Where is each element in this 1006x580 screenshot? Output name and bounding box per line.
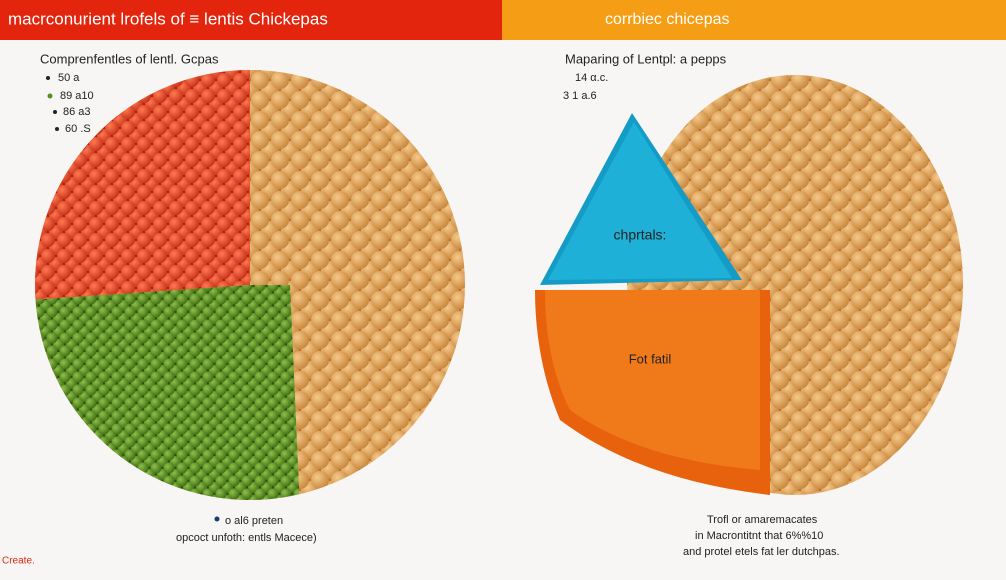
legend-item: 89 a10	[60, 90, 94, 102]
left-subtitle: Comprenfentles of lentl. Gcpas	[40, 51, 219, 66]
slice-label: Fot fatil	[629, 351, 672, 366]
left-legume-circle	[35, 70, 465, 500]
left-header-bar	[0, 0, 502, 40]
footer-note: Create.	[2, 556, 35, 567]
legend-item: 3 1 a.6	[563, 90, 597, 102]
legend-item: 60 .S	[65, 123, 91, 135]
left-caption: o al6 preten	[225, 515, 283, 527]
orange-slice-top	[545, 290, 760, 470]
blue-slice-face	[548, 122, 732, 280]
right-header-bar	[502, 0, 1006, 40]
left-header-title: macrconurient lrofels of ≡ lentis Chicke…	[8, 9, 328, 28]
green-lentil-area	[35, 285, 300, 500]
left-caption: opcoct unfoth: entls Macece)	[176, 532, 317, 544]
legend-dot	[47, 93, 53, 99]
right-caption: Trofl or amaremacates	[707, 514, 818, 526]
slice-label: chprtals:	[614, 227, 667, 243]
right-caption: in Macrontitnt that 6%%10	[695, 530, 823, 542]
legend-dot	[55, 127, 59, 131]
caption-dot	[214, 516, 220, 522]
legend-dot	[53, 110, 57, 114]
legend-item: 14 α.c.	[575, 72, 608, 84]
legend-dot	[46, 76, 50, 80]
right-subtitle: Maparing of Lentpl: a pepps	[565, 51, 727, 66]
right-header-title: corrbiec chicepas	[605, 11, 730, 28]
legend-item: 86 a3	[63, 106, 91, 118]
legend-item: 50 a	[58, 72, 80, 84]
left-legend: 50 a 89 a10 86 a3 60 .S	[46, 72, 94, 135]
right-caption: and protel etels fat ler dutchpas.	[683, 546, 840, 558]
